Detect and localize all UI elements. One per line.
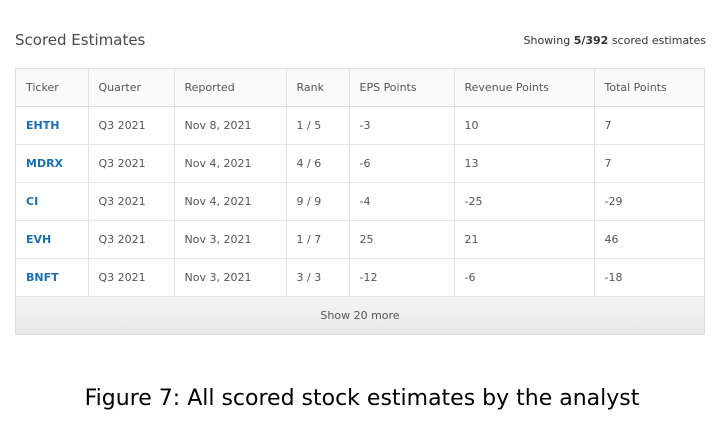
- estimates-table: Ticker Quarter Reported Rank EPS Points …: [16, 69, 704, 297]
- quarter-cell: Q3 2021: [88, 106, 175, 145]
- column-header-revenue-points[interactable]: Revenue Points: [454, 69, 595, 107]
- reported-cell: Nov 4, 2021: [174, 144, 287, 183]
- showing-count-text: Showing 5/392 scored estimates: [524, 34, 707, 47]
- quarter-cell: Q3 2021: [88, 258, 175, 297]
- rank-cell: 9 / 9: [286, 182, 350, 221]
- table-row: CI Q3 2021 Nov 4, 2021 9 / 9 -4 -25 -29: [16, 182, 704, 221]
- eps-points-cell: -6: [349, 144, 455, 183]
- column-header-total-points[interactable]: Total Points: [594, 69, 704, 107]
- rank-cell: 1 / 5: [286, 106, 350, 145]
- ticker-link[interactable]: EVH: [16, 220, 89, 259]
- estimates-table-container: Ticker Quarter Reported Rank EPS Points …: [15, 68, 705, 335]
- figure-caption: Figure 7: All scored stock estimates by …: [84, 386, 640, 411]
- total-points-cell: -29: [594, 182, 704, 221]
- table-row: EVH Q3 2021 Nov 3, 2021 1 / 7 25 21 46: [16, 220, 704, 259]
- revenue-points-cell: 21: [454, 220, 595, 259]
- showing-count: 5/392: [573, 33, 609, 47]
- rank-cell: 3 / 3: [286, 258, 350, 297]
- estimates-header: Scored Estimates Showing 5/392 scored es…: [15, 28, 706, 52]
- ticker-link[interactable]: CI: [16, 182, 89, 221]
- rank-cell: 4 / 6: [286, 144, 350, 183]
- reported-cell: Nov 8, 2021: [174, 106, 287, 145]
- revenue-points-cell: 13: [454, 144, 595, 183]
- section-title: Scored Estimates: [15, 31, 146, 49]
- ticker-link[interactable]: EHTH: [16, 106, 89, 145]
- column-header-eps-points[interactable]: EPS Points: [349, 69, 455, 107]
- column-header-reported[interactable]: Reported: [174, 69, 287, 107]
- reported-cell: Nov 4, 2021: [174, 182, 287, 221]
- column-header-ticker[interactable]: Ticker: [16, 69, 89, 107]
- reported-cell: Nov 3, 2021: [174, 220, 287, 259]
- column-header-rank[interactable]: Rank: [286, 69, 350, 107]
- column-header-quarter[interactable]: Quarter: [88, 69, 175, 107]
- quarter-cell: Q3 2021: [88, 144, 175, 183]
- total-points-cell: 7: [594, 106, 704, 145]
- showing-prefix: Showing: [523, 33, 574, 47]
- rank-cell: 1 / 7: [286, 220, 350, 259]
- show-more-button[interactable]: Show 20 more: [16, 297, 704, 334]
- reported-cell: Nov 3, 2021: [174, 258, 287, 297]
- total-points-cell: 46: [594, 220, 704, 259]
- revenue-points-cell: -6: [454, 258, 595, 297]
- total-points-cell: -18: [594, 258, 704, 297]
- eps-points-cell: 25: [349, 220, 455, 259]
- eps-points-cell: -4: [349, 182, 455, 221]
- eps-points-cell: -3: [349, 106, 455, 145]
- quarter-cell: Q3 2021: [88, 182, 175, 221]
- showing-suffix: scored estimates: [608, 33, 706, 47]
- eps-points-cell: -12: [349, 258, 455, 297]
- revenue-points-cell: -25: [454, 182, 595, 221]
- revenue-points-cell: 10: [454, 106, 595, 145]
- ticker-link[interactable]: BNFT: [16, 258, 89, 297]
- quarter-cell: Q3 2021: [88, 220, 175, 259]
- total-points-cell: 7: [594, 144, 704, 183]
- table-row: EHTH Q3 2021 Nov 8, 2021 1 / 5 -3 10 7: [16, 106, 704, 145]
- ticker-link[interactable]: MDRX: [16, 144, 89, 183]
- table-header-row: Ticker Quarter Reported Rank EPS Points …: [16, 69, 704, 107]
- table-row: BNFT Q3 2021 Nov 3, 2021 3 / 3 -12 -6 -1…: [16, 258, 704, 297]
- table-row: MDRX Q3 2021 Nov 4, 2021 4 / 6 -6 13 7: [16, 144, 704, 183]
